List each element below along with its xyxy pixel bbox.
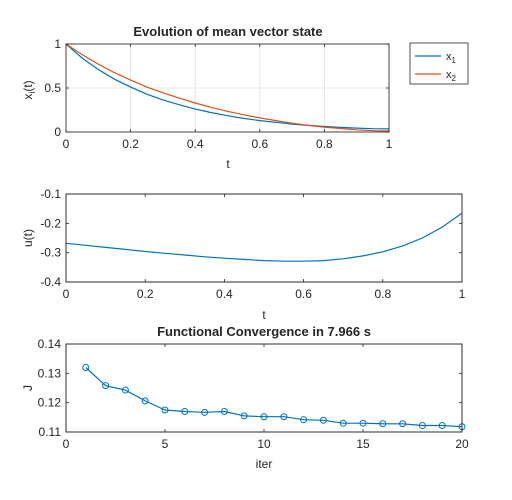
convergence-y-tick-label: 0.13 (38, 366, 62, 380)
control-x-tick-label: 1 (459, 287, 466, 301)
convergence-data-point (438, 422, 446, 430)
control-panel: 0 0.2 0.4 0.6 0.8 1 -0.4 -0.3 -0.2 -0.1 t u(t) (21, 187, 466, 322)
convergence-x-tick-label: 15 (356, 437, 370, 451)
convergence-data-point (82, 363, 90, 371)
convergence-y-axis-label: J (21, 385, 35, 391)
convergence-data-point (418, 422, 426, 430)
state-y-tick-label: 1 (54, 37, 61, 51)
state-y-axis-label: xi(t) (21, 80, 37, 99)
convergence-series (82, 363, 466, 431)
state-x-tick-label: 0.6 (251, 137, 268, 151)
state-y-tick-label: 0.5 (44, 81, 61, 95)
convergence-x-tick-label: 5 (162, 437, 169, 451)
convergence-x-axis-label: iter (256, 457, 273, 471)
convergence-ticks: 0 5 10 15 20 0.11 0.12 0.13 0.14 (38, 337, 469, 451)
control-x-tick-label: 0.4 (216, 287, 233, 301)
convergence-chart-title: Functional Convergence in 7.966 s (157, 324, 371, 339)
convergence-axes-box (65, 343, 463, 433)
state-x-tick-label: 0.8 (316, 137, 333, 151)
state-series-line-1 (65, 43, 390, 132)
convergence-data-point (339, 419, 347, 427)
state-x-tick-label: 0.4 (187, 137, 204, 151)
convergence-data-point (399, 420, 407, 428)
legend-entry-x2: x2 (446, 69, 457, 83)
control-axes-box (65, 193, 463, 283)
convergence-x-tick-label: 20 (455, 437, 469, 451)
control-x-tick-label: 0 (63, 287, 70, 301)
convergence-data-point (260, 413, 268, 421)
convergence-y-tick-label: 0.11 (39, 425, 62, 439)
convergence-data-point (319, 416, 327, 424)
convergence-data-point (240, 412, 248, 420)
convergence-data-point (181, 407, 189, 415)
convergence-y-tick-label: 0.14 (38, 337, 62, 351)
control-x-tick-label: 0.8 (374, 287, 391, 301)
control-series (65, 212, 463, 262)
convergence-data-point (161, 406, 169, 414)
convergence-x-tick-label: 10 (257, 437, 271, 451)
legend-entry-x1: x1 (446, 51, 457, 65)
state-x-tick-label: 1 (386, 137, 393, 151)
convergence-data-point (102, 382, 110, 390)
convergence-data-point (201, 408, 209, 416)
convergence-data-point (300, 416, 308, 424)
convergence-data-point (379, 420, 387, 428)
convergence-data-point (280, 413, 288, 421)
state-legend: x1 x2 (409, 42, 469, 85)
state-y-tick-label: 0 (54, 125, 61, 139)
control-series-line-0 (65, 212, 463, 262)
state-series (65, 43, 390, 132)
state-x-tick-label: 0.2 (122, 137, 139, 151)
convergence-y-tick-label: 0.12 (38, 396, 62, 410)
convergence-data-point (121, 386, 129, 394)
state-x-tick-label: 0 (63, 137, 70, 151)
control-y-tick-label: -0.4 (40, 275, 61, 289)
convergence-data-point (359, 419, 367, 427)
state-x-axis-label: t (226, 157, 230, 171)
control-x-axis-label: t (262, 308, 266, 322)
convergence-panel: 0 5 10 15 20 0.11 0.12 0.13 0.14 Functional Conv… (21, 324, 469, 471)
control-y-axis-label: u(t) (21, 229, 35, 247)
convergence-data-point (141, 397, 149, 405)
legend-box (409, 42, 469, 85)
control-ticks: 0 0.2 0.4 0.6 0.8 1 -0.4 -0.3 -0.2 -0.1 (40, 187, 465, 301)
control-y-tick-label: -0.1 (40, 187, 61, 201)
convergence-x-tick-label: 0 (63, 437, 70, 451)
control-y-tick-label: -0.3 (40, 246, 61, 260)
convergence-data-point (220, 407, 228, 415)
control-y-tick-label: -0.2 (40, 216, 61, 230)
state-evolution-panel: 0 0.2 0.4 0.6 0.8 1 0 0.5 1 Evolution of mean ve… (21, 24, 469, 171)
control-x-tick-label: 0.2 (137, 287, 154, 301)
state-ticks: 0 0.2 0.4 0.6 0.8 1 0 0.5 1 (44, 37, 392, 151)
state-series-line-0 (65, 43, 390, 130)
control-x-tick-label: 0.6 (295, 287, 312, 301)
state-chart-title: Evolution of mean vector state (133, 24, 322, 39)
